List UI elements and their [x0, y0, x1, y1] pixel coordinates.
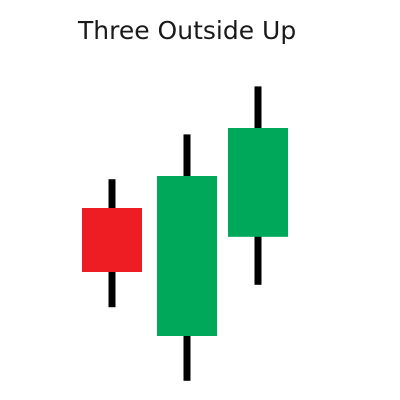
- chart-title: Three Outside Up: [78, 16, 297, 45]
- candle-1: [82, 179, 142, 308]
- candle-1-body: [82, 208, 142, 272]
- candle-3-body: [228, 128, 288, 237]
- candle-3: [228, 86, 288, 285]
- candle-2: [157, 134, 217, 381]
- candle-2-body: [157, 176, 217, 336]
